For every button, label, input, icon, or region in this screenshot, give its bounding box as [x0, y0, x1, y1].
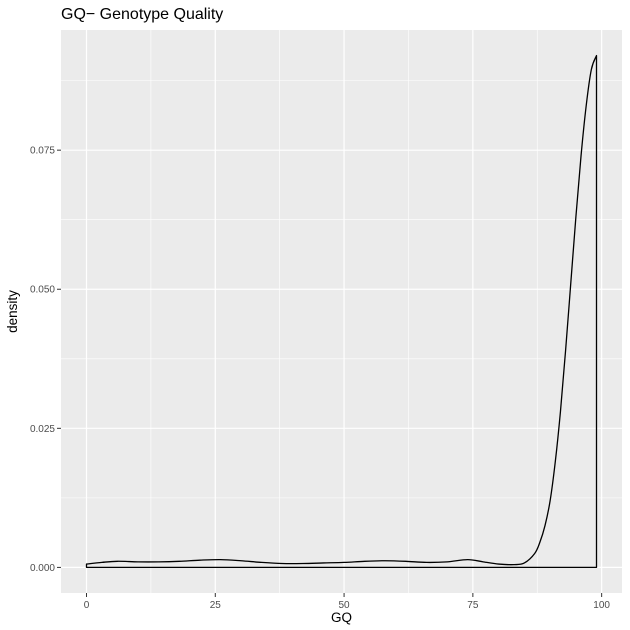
- density-curves: [85, 54, 598, 569]
- x-tick-label: 50: [339, 600, 351, 611]
- y-axis-title: density: [5, 290, 20, 333]
- chart-title: GQ− Genotype Quality: [61, 6, 223, 23]
- plot-panel: [61, 30, 622, 593]
- y-tick-label: 0.075: [30, 146, 55, 157]
- y-tick-label: 0.025: [30, 424, 55, 435]
- x-axis: 0 25 50 75 100: [84, 593, 610, 611]
- x-tick-label: 25: [210, 600, 222, 611]
- density-curve-0: [85, 54, 598, 569]
- y-tick-label: 0.000: [30, 563, 55, 574]
- x-tick-label: 0: [84, 600, 90, 611]
- minor-gridlines: [61, 30, 622, 593]
- x-tick-label: 100: [593, 600, 610, 611]
- y-axis: 0.000 0.025 0.050 0.075: [30, 146, 61, 574]
- y-tick-label: 0.050: [30, 285, 55, 296]
- x-tick-label: 75: [467, 600, 479, 611]
- x-axis-title: GQ: [331, 610, 352, 625]
